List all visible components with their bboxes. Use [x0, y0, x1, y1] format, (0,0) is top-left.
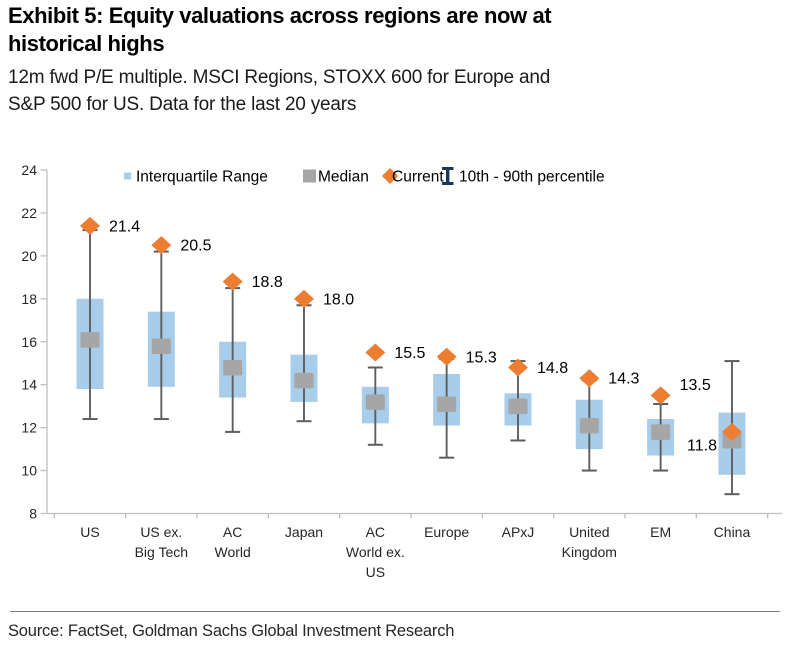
y-tick-label: 14: [21, 377, 37, 393]
legend-item-10th-90th-percentile: 10th - 90th percentile: [442, 167, 605, 186]
x-category-label: US: [80, 524, 99, 540]
interquartile-range-swatch-icon: [124, 172, 131, 180]
current-value-label: 21.4: [109, 218, 140, 235]
median-marker: [651, 424, 671, 440]
legend-label: Interquartile Range: [136, 169, 268, 186]
current-marker: [650, 386, 671, 405]
boxplot-group-japan: 18.0 Japan: [285, 289, 354, 540]
median-marker: [294, 372, 314, 389]
y-tick-label: 12: [21, 420, 37, 436]
exhibit-title: Exhibit 5: Equity valuations across regi…: [8, 3, 552, 56]
legend-item-interquartile-range: Interquartile Range: [124, 169, 268, 186]
x-category-label: Japan: [285, 524, 323, 540]
boxplot-group-em: 13.5 EM: [647, 377, 711, 540]
boxplot-group-china: 11.8 China: [687, 360, 751, 540]
boxplot-group-europe: 15.3 Europe: [424, 347, 497, 540]
current-marker: [151, 236, 172, 255]
current-value-label: 14.3: [608, 371, 639, 388]
boxplot-group-us-ex-big-tech: 20.5 US ex. Big Tech: [135, 236, 212, 560]
current-marker: [721, 422, 742, 441]
x-category-label: EM: [650, 524, 671, 540]
median-marker: [437, 396, 457, 413]
y-tick-label: 18: [21, 291, 37, 307]
percentile-ibeam-icon: [442, 167, 454, 185]
y-tick-label: 24: [21, 162, 37, 178]
current-marker: [365, 343, 386, 362]
x-category-label: US ex. Big Tech: [135, 524, 188, 560]
legend-label: 10th - 90th percentile: [459, 169, 605, 186]
median-marker: [365, 394, 385, 410]
boxplot-group-ac-world: 18.8 AC World: [215, 272, 283, 560]
axes: 8 10 12 14 16 18 20 22 24: [21, 162, 782, 522]
boxplot-group-united-kingdom: 14.3 United Kingdom: [562, 369, 640, 560]
boxplot-group-apxj: 14.8 APxJ: [502, 358, 568, 540]
x-category-label: China: [714, 524, 751, 540]
current-value-label: 18.0: [323, 291, 354, 308]
y-tick-label: 22: [21, 205, 37, 221]
median-marker: [579, 417, 599, 434]
current-value-label: 15.5: [394, 345, 425, 362]
median-marker: [508, 398, 528, 415]
legend-label: Current: [392, 169, 444, 186]
current-value-label: 13.5: [680, 377, 711, 394]
exhibit-subtitle: 12m fwd P/E multiple. MSCI Regions, STOX…: [8, 67, 551, 115]
boxplot-group-ac-world-ex-us: 15.5 AC World ex. US: [346, 343, 426, 580]
x-category-label: Europe: [424, 524, 469, 540]
y-tick-label: 20: [21, 248, 37, 264]
y-tick-label: 16: [21, 334, 37, 350]
y-tick-label: 8: [29, 506, 37, 522]
x-category-label: AC World ex. US: [346, 524, 405, 580]
median-swatch-icon: [303, 169, 316, 183]
median-marker: [80, 332, 100, 348]
current-value-label: 14.8: [537, 360, 568, 377]
legend-item-current: Current: [382, 168, 444, 186]
median-marker: [151, 338, 171, 355]
y-tick-label: 10: [21, 463, 37, 479]
boxplot-chart: Interquartile Range Median Current 10th - 9…: [21, 162, 782, 580]
x-category-label: APxJ: [502, 524, 535, 540]
current-value-label: 20.5: [180, 238, 211, 255]
current-marker: [436, 347, 457, 366]
footer-divider: [10, 611, 780, 612]
current-value-label: 18.8: [252, 274, 283, 291]
median-marker: [223, 360, 243, 376]
legend-item-median: Median: [303, 169, 369, 186]
source-text: Source: FactSet, Goldman Sachs Global In…: [8, 622, 455, 640]
current-marker: [293, 289, 314, 308]
current-marker: [222, 272, 243, 291]
current-marker: [579, 369, 600, 388]
current-marker: [80, 216, 100, 235]
chart-legend: Interquartile Range Median Current 10th - 9…: [124, 167, 605, 186]
current-diamond-icon: [382, 168, 398, 184]
current-value-label: 11.8: [687, 437, 717, 454]
current-value-label: 15.3: [466, 349, 497, 366]
legend-label: Median: [318, 169, 369, 186]
current-marker: [507, 358, 528, 377]
boxplot-group-us: 21.4 US: [76, 216, 140, 540]
x-category-label: AC World: [215, 524, 251, 560]
x-category-label: United Kingdom: [562, 524, 617, 560]
